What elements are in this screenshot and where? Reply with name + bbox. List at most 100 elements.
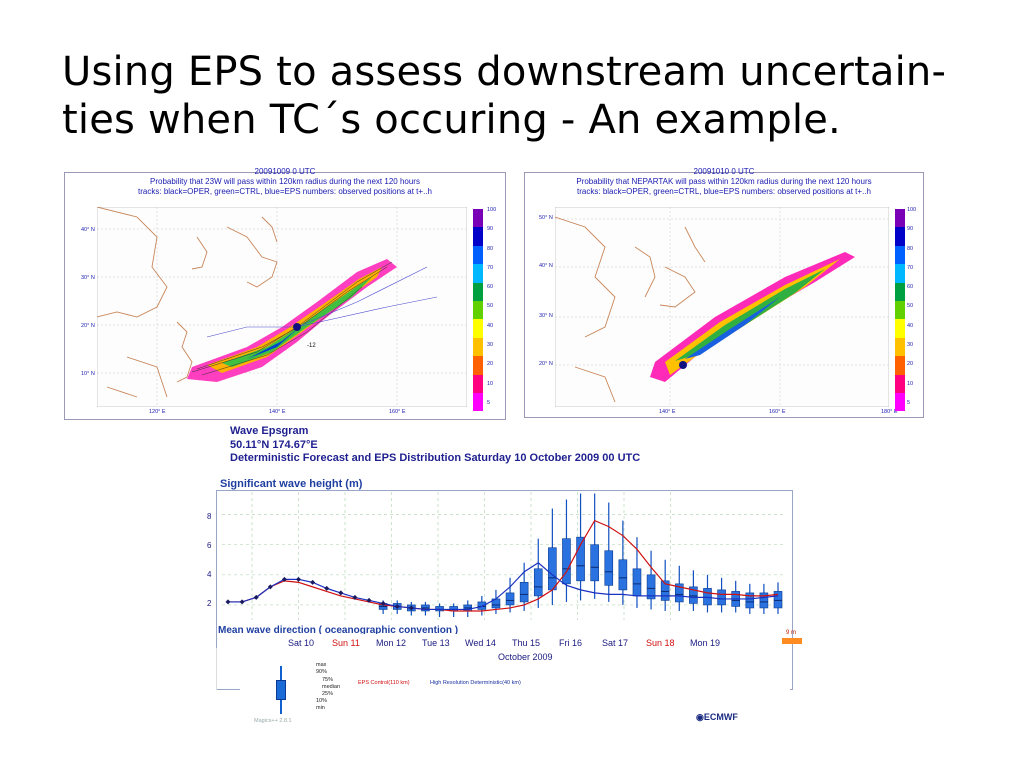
legend-panel: max 90% 75% median 25% 10% min EPS Contr… bbox=[240, 660, 790, 726]
map-right-colorbar-labels: 100 90 80 70 60 50 40 30 20 10 5 bbox=[907, 207, 917, 406]
ecmwf-logo-text: ECMWF bbox=[703, 712, 738, 722]
eps-box-9 bbox=[505, 592, 515, 606]
colorbar-cell-40 bbox=[895, 319, 905, 338]
colorbar-cell-50 bbox=[473, 300, 483, 320]
eps-point-10 bbox=[366, 597, 372, 603]
colorbar-cell-90 bbox=[895, 227, 905, 246]
legend-25: 25% bbox=[322, 691, 334, 697]
colorbar-cell-20 bbox=[895, 356, 905, 375]
eps-point-6 bbox=[310, 579, 316, 585]
map-left-header: 20091009 0 UTC Probability that 23W will… bbox=[65, 167, 505, 197]
eps-box-20 bbox=[660, 580, 670, 601]
colorbar-cell-30 bbox=[473, 337, 483, 357]
map-left-spread-tracks bbox=[206, 266, 438, 338]
colorbar-cell-80 bbox=[895, 245, 905, 265]
map-right-lat-0: 50° N bbox=[539, 215, 553, 221]
eps-point-11 bbox=[380, 600, 386, 606]
eps-box-26 bbox=[745, 592, 755, 609]
day-9: Mon 19 bbox=[690, 638, 721, 648]
map-left-lat-2: 20° N bbox=[81, 323, 95, 329]
colorbar-cell-10 bbox=[473, 374, 483, 393]
map-left-svg: -12 bbox=[97, 207, 467, 407]
colorbar-cell-90 bbox=[473, 227, 483, 246]
eps-point-4 bbox=[281, 576, 287, 582]
map-right-svg bbox=[555, 207, 889, 407]
map-right-panel: 20091010 0 UTC Probability that NEPARTAK… bbox=[524, 167, 924, 418]
scale-bar bbox=[782, 638, 802, 644]
map-left-panel: 20091009 0 UTC Probability that 23W will… bbox=[64, 167, 506, 420]
colorbar-cell-20 bbox=[473, 356, 483, 375]
eps-box-15 bbox=[590, 544, 599, 582]
wave-location: 50.11°N 174.67°E bbox=[230, 438, 318, 451]
eps-series-line-0 bbox=[228, 519, 779, 612]
legend-min: min bbox=[316, 705, 325, 711]
eps-box-4 bbox=[435, 606, 444, 612]
map-right-lat-2: 30° N bbox=[539, 313, 553, 319]
eps-box-11 bbox=[533, 568, 543, 597]
eps-box-12 bbox=[548, 547, 557, 591]
map-left-storm-center bbox=[293, 323, 301, 331]
eps-box-24 bbox=[717, 589, 726, 606]
map-right-lon-0: 140° E bbox=[659, 409, 676, 415]
map-right-header: 20091010 0 UTC Probability that NEPARTAK… bbox=[525, 167, 923, 197]
day-labels: Sat 10 Sun 11 Mon 12 Tue 13 Wed 14 Thu 1… bbox=[240, 638, 790, 652]
map-right-colorbar-cells bbox=[895, 209, 905, 412]
colorbar-cell-5 bbox=[473, 392, 483, 412]
eps-point-2 bbox=[253, 594, 259, 600]
legend-75: 75% bbox=[322, 677, 334, 683]
map-left-lon-2: 160° E bbox=[389, 409, 406, 415]
map-right-tracks-note: tracks: black=OPER, green=CTRL, blue=EPS… bbox=[577, 187, 871, 196]
map-right-subtitle: Probability that NEPARTAK will pass with… bbox=[576, 177, 872, 186]
legend-control: EPS Control(110 km) bbox=[358, 680, 410, 686]
map-right-coastlines bbox=[555, 216, 706, 403]
map-left-date: 20091009 0 UTC bbox=[254, 167, 316, 176]
map-right-lat-1: 40° N bbox=[539, 263, 553, 269]
legend-median: median bbox=[322, 684, 341, 690]
eps-box-17 bbox=[618, 559, 628, 591]
slide-title: Using EPS to assess downstream uncertain… bbox=[62, 48, 1002, 144]
map-right-date: 20091010 0 UTC bbox=[693, 167, 755, 176]
eps-box-18 bbox=[632, 568, 642, 597]
map-left-colorbar bbox=[473, 209, 483, 412]
legend-10: 10% bbox=[316, 698, 328, 704]
eps-box-28 bbox=[773, 591, 783, 609]
map-left-colorbar-cells bbox=[473, 209, 483, 412]
map-right-colorbar bbox=[895, 209, 905, 412]
day-2: Mon 12 bbox=[376, 638, 407, 648]
map-right-lon-2: 180° E bbox=[881, 409, 898, 415]
colorbar-cell-40 bbox=[473, 319, 483, 338]
eps-box-10 bbox=[519, 582, 529, 603]
eps-point-9 bbox=[352, 594, 358, 600]
eps-box-7 bbox=[477, 601, 487, 610]
day-4: Wed 14 bbox=[465, 638, 496, 648]
map-left-marker: -12 bbox=[307, 343, 316, 349]
colorbar-cell-100 bbox=[895, 209, 905, 228]
eps-box-23 bbox=[703, 588, 712, 606]
colorbar-cell-50 bbox=[895, 300, 905, 320]
colorbar-cell-30 bbox=[895, 337, 905, 357]
eps-box-16 bbox=[604, 550, 614, 586]
map-right-plume bbox=[650, 252, 855, 382]
colorbar-cell-100 bbox=[473, 209, 483, 228]
next-panel-title: Mean wave direction ( oceanographic conv… bbox=[218, 625, 459, 634]
eps-box-27 bbox=[759, 592, 769, 609]
eps-panel-title: Significant wave height (m) bbox=[220, 478, 363, 490]
day-7: Sat 17 bbox=[602, 638, 629, 648]
colorbar-cell-60 bbox=[473, 282, 483, 301]
eps-box-13 bbox=[562, 538, 571, 585]
slide-title-line2: ties when TC´s occuring - An example. bbox=[62, 97, 841, 143]
eps-point-1 bbox=[239, 599, 245, 605]
map-right-storm-center bbox=[679, 361, 687, 369]
map-left-frame bbox=[97, 207, 467, 407]
eps-box-22 bbox=[689, 586, 698, 604]
eps-point-3 bbox=[267, 584, 273, 590]
y-tick-6: 6 bbox=[207, 541, 212, 550]
slide-title-line1: Using EPS to assess downstream uncertain… bbox=[62, 49, 947, 95]
direction-panel-stub bbox=[216, 648, 241, 690]
map-left-colorbar-labels: 100 90 80 70 60 50 40 30 20 10 5 bbox=[487, 207, 497, 406]
day-0: Sat 10 bbox=[288, 638, 315, 648]
colorbar-cell-70 bbox=[473, 264, 483, 283]
eps-box-21 bbox=[674, 583, 684, 603]
colorbar-cell-70 bbox=[895, 264, 905, 283]
y-tick-4: 4 bbox=[207, 570, 212, 579]
